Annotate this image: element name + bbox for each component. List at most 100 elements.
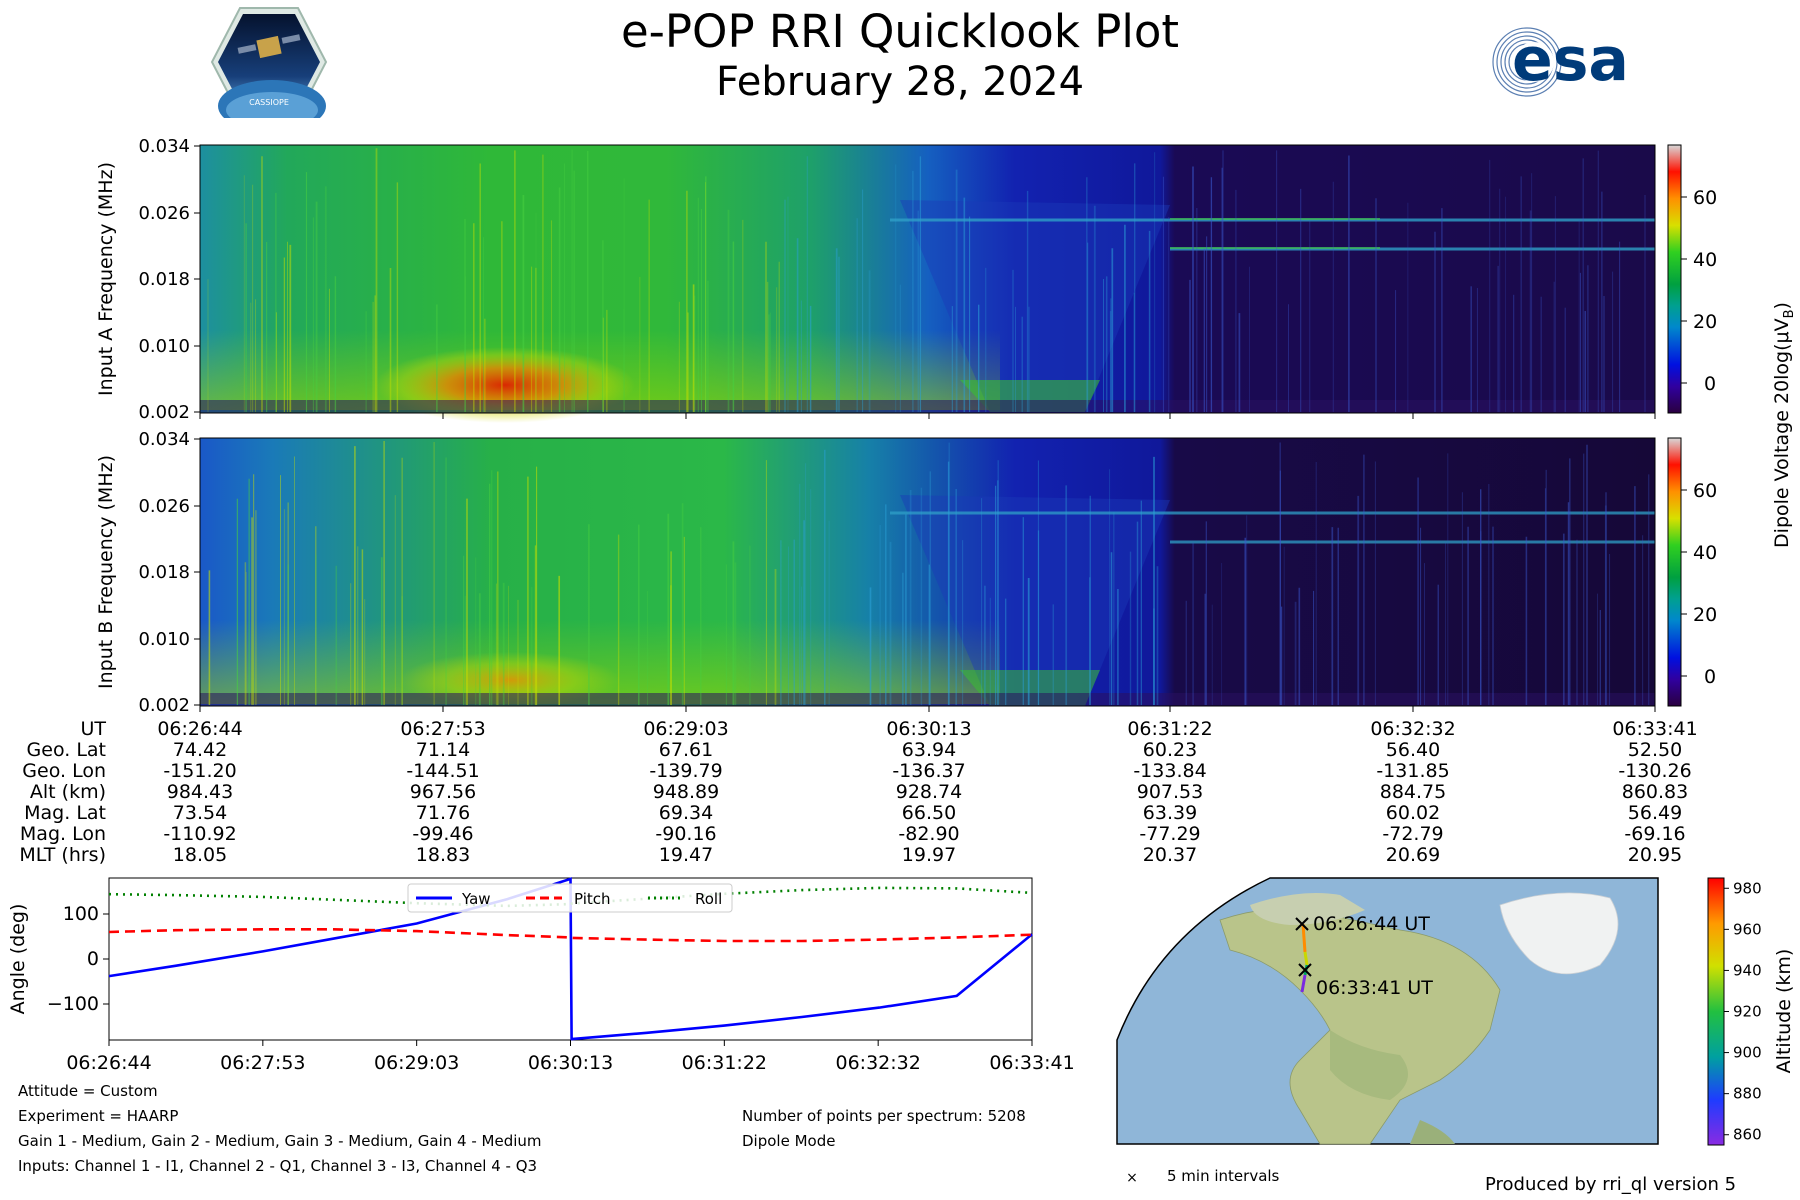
colorbar-a-tick: 40 xyxy=(1693,249,1717,271)
colorbar-label: Dipole Voltage 20log(μVB) xyxy=(1771,302,1797,548)
legend-yaw-label: Yaw xyxy=(461,890,491,908)
spectrogram-b-ytick: 0.034 xyxy=(138,429,190,450)
colorbar-b-tick: 20 xyxy=(1693,604,1717,626)
attitude-xtick-label: 06:26:44 xyxy=(66,1052,151,1074)
spectrogram-a-ytick: 0.034 xyxy=(138,136,190,157)
ephemeris-cell: -77.29 xyxy=(1139,823,1200,845)
spectrogram-b-streaks xyxy=(208,441,1650,705)
map-greenland xyxy=(1499,892,1619,975)
colorbar-b-tick: 40 xyxy=(1693,542,1717,564)
ephemeris-cell: 71.76 xyxy=(416,802,470,824)
track-start-marker xyxy=(1295,917,1309,931)
footer-points-per-spectrum: Number of points per spectrum: 5208 xyxy=(742,1107,1026,1125)
attitude-yaw-line xyxy=(108,877,1033,1041)
ephemeris-row-label: Alt (km) xyxy=(30,781,106,803)
ephemeris-cell: 20.69 xyxy=(1386,844,1440,866)
attitude-ytick-label: 0 xyxy=(87,948,99,970)
footer-inputs: Inputs: Channel 1 - I1, Channel 2 - Q1, … xyxy=(18,1157,537,1175)
track-start-label: 06:26:44 UT xyxy=(1313,913,1430,935)
attitude-xtick-label: 06:30:13 xyxy=(528,1052,613,1074)
altitude-colorbar: 980 960 940 920 900 880 860 Altitude (km) xyxy=(1707,877,1795,1146)
attitude-xtick-label: 06:33:41 xyxy=(989,1052,1074,1074)
ephemeris-cell: 69.34 xyxy=(659,802,713,824)
colorbar-a-ticks: 60 40 20 0 xyxy=(1681,187,1717,395)
footer-info: Attitude = Custom Experiment = HAARP Gai… xyxy=(18,1082,1026,1175)
spectrogram-panel-b xyxy=(199,437,1656,708)
ephemeris-cell: -69.16 xyxy=(1624,823,1685,845)
ephemeris-cell: -131.85 xyxy=(1376,760,1449,782)
spectrogram-a-ytick: 0.026 xyxy=(138,203,190,224)
ephemeris-cell: 20.37 xyxy=(1143,844,1197,866)
spectrogram-xticks xyxy=(199,413,1656,712)
attitude-chart: 06:26:44 06:27:53 06:29:03 06:30:13 06:31:22… xyxy=(7,877,1075,1074)
attitude-xtick-label: 06:31:22 xyxy=(682,1052,767,1074)
ephemeris-cell: 948.89 xyxy=(653,781,719,803)
ephemeris-cell: 71.14 xyxy=(416,739,470,761)
attitude-xtick-label: 06:29:03 xyxy=(374,1052,459,1074)
colorbar-a-tick: 20 xyxy=(1693,311,1717,333)
ephemeris-cell: -151.20 xyxy=(163,760,236,782)
ephemeris-cell: 06:27:53 xyxy=(400,718,485,740)
ephemeris-row-label: Mag. Lon xyxy=(20,823,106,845)
spectrogram-a-streaks xyxy=(207,148,1646,412)
colorbar-b-ticks: 60 40 20 0 xyxy=(1681,480,1717,688)
ephemeris-cell: 06:32:32 xyxy=(1370,718,1455,740)
ephemeris-cell: 06:30:13 xyxy=(886,718,971,740)
footer-attitude: Attitude = Custom xyxy=(18,1082,158,1100)
track-markers xyxy=(1295,917,1312,977)
ephemeris-row-label: Geo. Lat xyxy=(27,739,106,761)
spectrogram-a-v-shape xyxy=(900,200,1170,412)
legend-pitch-label: Pitch xyxy=(574,890,611,908)
ephemeris-cell: 19.47 xyxy=(659,844,713,866)
footer-dipole-mode: Dipole Mode xyxy=(742,1132,835,1150)
esa-logo: esa xyxy=(1472,22,1702,102)
ephemeris-cell: 56.40 xyxy=(1386,739,1440,761)
ephemeris-cell: 884.75 xyxy=(1380,781,1446,803)
altitude-tick-label: 960 xyxy=(1733,920,1762,938)
ephemeris-cell: 73.54 xyxy=(173,802,227,824)
ephemeris-cell: 74.42 xyxy=(173,739,227,761)
spectrogram-b-ytick: 0.018 xyxy=(138,562,190,583)
ephemeris-cell: -139.79 xyxy=(649,760,722,782)
ephemeris-cell: 20.95 xyxy=(1628,844,1682,866)
legend-interval-label: 5 min intervals xyxy=(1167,1167,1280,1185)
ephemeris-cell: 06:31:22 xyxy=(1127,718,1212,740)
ephemeris-cell: 63.94 xyxy=(902,739,956,761)
ephemeris-cell: -82.90 xyxy=(898,823,959,845)
map-central-us xyxy=(1330,1030,1408,1100)
attitude-ytick-label: 100 xyxy=(63,903,99,925)
spectrogram-b-colorbar: 60 40 20 0 xyxy=(1667,437,1717,707)
ephemeris-cell: 63.39 xyxy=(1143,802,1197,824)
altitude-tick-label: 860 xyxy=(1733,1126,1762,1144)
legend-x-marker: × xyxy=(1126,1170,1138,1186)
attitude-pitch-line xyxy=(108,927,1033,943)
colorbar-label-subscript: B xyxy=(1782,309,1797,318)
ephemeris-cell: -90.16 xyxy=(655,823,716,845)
altitude-tick-label: 940 xyxy=(1733,961,1762,979)
altitude-tick-label: 920 xyxy=(1733,1003,1762,1021)
attitude-ytick-label: −100 xyxy=(47,993,99,1015)
ephemeris-cell: -130.26 xyxy=(1618,760,1691,782)
colorbar-a-tick: 60 xyxy=(1693,187,1717,209)
ephemeris-cell: -110.92 xyxy=(163,823,236,845)
spectrogram-b-yticks: 0.034 0.026 0.018 0.010 0.002 xyxy=(138,429,200,716)
spectrogram-a-yticks: 0.034 0.026 0.018 0.010 0.002 xyxy=(138,136,200,423)
map-gulf-coast xyxy=(1410,1120,1455,1144)
spectrogram-b-floor xyxy=(200,693,1655,706)
spectrogram-a-emission-lines-bright xyxy=(1170,218,1380,249)
spectrogram-a-floor xyxy=(200,400,1655,413)
spectrogram-a-ytick: 0.010 xyxy=(138,336,190,357)
footer-experiment: Experiment = HAARP xyxy=(18,1107,178,1125)
ephemeris-row-label: Mag. Lat xyxy=(24,802,106,824)
ephemeris-cell: 06:29:03 xyxy=(643,718,728,740)
ephemeris-cell: 18.83 xyxy=(416,844,470,866)
ephemeris-cell: -144.51 xyxy=(406,760,479,782)
ephemeris-cell: 06:26:44 xyxy=(157,718,242,740)
spectrogram-b-ytick: 0.026 xyxy=(138,496,190,517)
attitude-xtick-label: 06:27:53 xyxy=(220,1052,305,1074)
ephemeris-cell: 907.53 xyxy=(1137,781,1203,803)
spectrogram-a-ytick: 0.002 xyxy=(138,402,190,423)
